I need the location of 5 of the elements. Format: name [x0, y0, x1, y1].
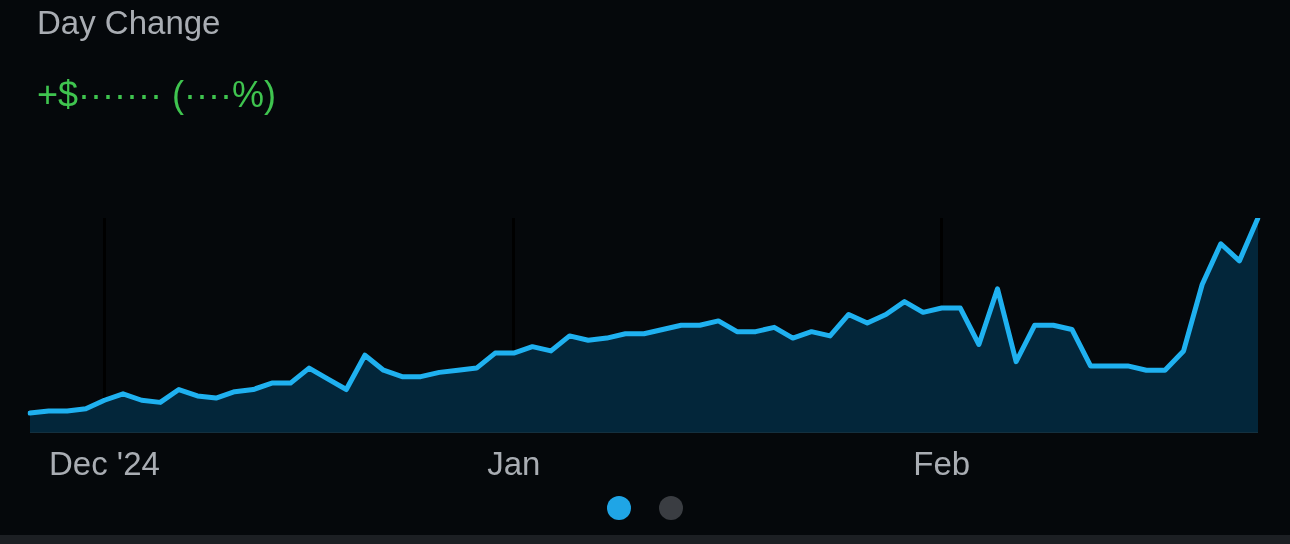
chart-subtitle: +$······· (····%): [37, 74, 276, 116]
x-tick-label: Jan: [487, 445, 541, 483]
x-tick-label: Dec '24: [48, 445, 160, 483]
x-tick-label: Feb: [913, 445, 971, 483]
chart-title: Day Change: [37, 4, 221, 42]
